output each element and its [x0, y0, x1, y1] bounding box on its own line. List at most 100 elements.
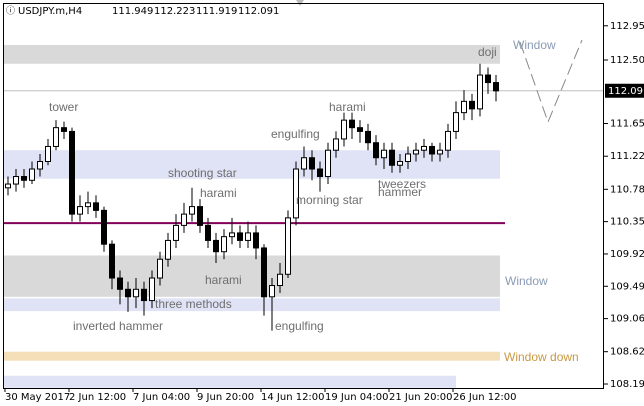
annotation: hammer: [378, 185, 422, 199]
x-tick-label: 30 May 2017: [5, 392, 70, 403]
candle-body: [365, 130, 371, 144]
annotation: morning star: [296, 193, 363, 207]
candle-body: [21, 176, 27, 181]
candle-body: [197, 206, 203, 226]
candle-body: [381, 149, 387, 159]
annotation: harami: [205, 273, 242, 287]
candle-body: [373, 142, 379, 159]
candle-body: [117, 277, 123, 290]
zone: [4, 298, 500, 312]
current-price-box: [605, 83, 644, 98]
candle-body: [165, 239, 171, 260]
zone: [4, 150, 500, 179]
annotation: harami: [329, 100, 366, 114]
candle-body: [341, 119, 347, 140]
plot: [5, 63, 499, 331]
ohlc-value: 111.919: [196, 6, 237, 17]
x-tick-label: 14 Jun 12:00: [261, 392, 325, 403]
y-tick-label: 109.920: [610, 249, 644, 260]
candle-body: [333, 138, 339, 151]
candle-body: [349, 119, 355, 129]
candle-body: [61, 127, 67, 132]
y-tick-label: 109.060: [610, 314, 644, 325]
candle-body: [453, 112, 459, 132]
candle-body: [301, 157, 307, 170]
candle-body: [317, 168, 323, 178]
candle-body: [293, 168, 299, 219]
candle-body: [213, 239, 219, 253]
zone: [4, 375, 456, 388]
candle-body: [85, 202, 91, 208]
candle-body: [29, 168, 35, 181]
candle-body: [77, 206, 83, 215]
ohlc-value: 111.949: [112, 6, 153, 17]
candle-body: [5, 183, 11, 189]
candle-body: [277, 273, 283, 287]
candle-body: [45, 145, 51, 162]
candle-body: [157, 258, 163, 279]
y-tick-label: 110.780: [610, 184, 644, 195]
current-price-label: 112.091: [608, 86, 644, 97]
y-tick-label: 110.350: [610, 217, 644, 228]
candle-body: [413, 149, 419, 155]
annotation: tweezers: [378, 177, 426, 191]
candle-body: [261, 247, 267, 298]
candle-body: [205, 224, 211, 241]
x-tick-label: 21 Jun 20:00: [389, 392, 453, 403]
symbol: USDJPY.m,H4: [18, 6, 82, 17]
annotation: tower: [49, 100, 78, 114]
zone: [4, 44, 500, 64]
x-tick-label: 7 Jun 04:00: [133, 392, 190, 403]
annotation: harami: [200, 186, 237, 200]
annotation: doji: [478, 45, 497, 59]
candle-body: [69, 130, 75, 215]
plot-border: [3, 3, 604, 389]
annotation: Window: [513, 38, 556, 52]
window-sketch: [519, 39, 583, 124]
zone: [4, 255, 500, 297]
candle-body: [149, 277, 155, 302]
candle-body: [13, 176, 19, 185]
candle-body: [125, 288, 131, 298]
candle-body: [309, 157, 315, 170]
candle-body: [253, 232, 259, 249]
candle-body: [421, 145, 427, 151]
annotation: engulfing: [271, 127, 320, 141]
annotation: three methods: [155, 297, 232, 311]
candle-body: [109, 243, 115, 279]
candle-body: [189, 206, 195, 215]
candle-body: [397, 160, 403, 166]
y-tick-label: 112.955: [610, 21, 644, 32]
candle-body: [493, 82, 499, 92]
candle-body: [285, 217, 291, 275]
annotation: Window: [505, 274, 548, 288]
candle-body: [173, 224, 179, 241]
candle-body: [429, 145, 435, 155]
candle-body: [181, 213, 187, 226]
y-tick-label: 112.500: [610, 55, 644, 66]
x-tick-label: 2 Jun 12:00: [69, 392, 126, 403]
info-icon: ⓘ: [6, 6, 15, 17]
candle-body: [461, 100, 467, 114]
candle-body: [477, 74, 483, 110]
x-tick-label: 19 Jun 04:00: [325, 392, 389, 403]
candle-body: [141, 288, 147, 302]
y-tick-label: 111.220: [610, 151, 644, 162]
candle-body: [469, 100, 475, 110]
candle-body: [389, 149, 395, 166]
ohlc-value: 112.223: [154, 6, 195, 17]
candle-body: [245, 232, 251, 241]
y-tick-label: 109.490: [610, 281, 644, 292]
y-tick-label: 108.620: [610, 347, 644, 358]
annotation: shooting star: [168, 166, 237, 180]
candle-body: [357, 127, 363, 132]
candle-body: [93, 202, 99, 211]
candle-body: [325, 149, 331, 178]
y-tick-label: 111.655: [610, 119, 644, 130]
candle-body: [53, 127, 59, 147]
candle-body: [229, 232, 235, 238]
candle-body: [221, 236, 227, 253]
x-tick-label: 9 Jun 20:00: [197, 392, 254, 403]
y-tick-label: 108.190: [610, 379, 644, 390]
